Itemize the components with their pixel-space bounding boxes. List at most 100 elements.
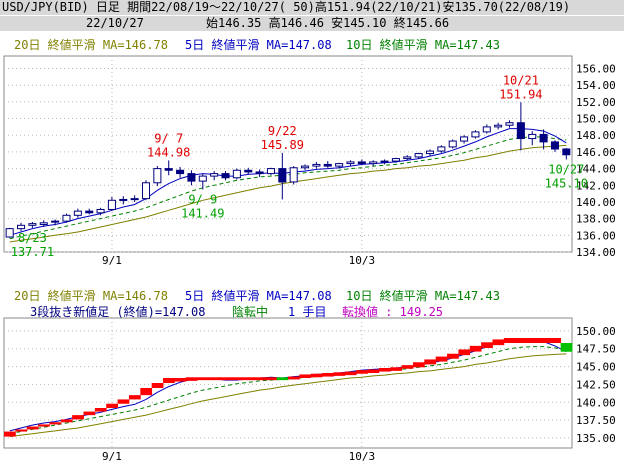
candle-body [380, 160, 389, 163]
brick [333, 372, 346, 376]
sanpon-label: 3段抜き新値足 (終値)=147.08 [30, 304, 205, 319]
legend-top-ma20: 20日 終値平滑 MA=146.78 [14, 37, 168, 52]
brick [219, 377, 232, 381]
y-tick-label: 135.00 [576, 432, 616, 445]
ma20-line [9, 353, 567, 438]
y-tick-label: 154.00 [576, 79, 616, 92]
candle-body [278, 168, 287, 183]
candle-body [460, 136, 469, 142]
brick [378, 368, 391, 372]
brick [526, 338, 539, 343]
annotation-value: 145.10 [545, 176, 588, 190]
y-tick-label: 142.50 [576, 378, 616, 391]
annotation-date: 9/ 9 [188, 193, 217, 207]
plot-frame [3, 317, 573, 449]
sanpon-step: 1 手目 [288, 305, 326, 319]
sanpon-reversal: 転換値 : 149.25 [342, 304, 443, 319]
chart-header: USD/JPY(BID) 日足 期間22/08/19～22/10/27( 50)… [0, 0, 624, 15]
annotation-value: 144.98 [147, 145, 190, 159]
y-tick-label: 144.00 [576, 163, 616, 176]
candle-body [176, 169, 185, 175]
y-tick-label: 147.50 [576, 343, 616, 356]
brick [140, 388, 153, 396]
candle-body [187, 173, 196, 182]
candle-body [85, 210, 94, 214]
candle-body [505, 122, 514, 126]
brick [265, 377, 278, 381]
x-tick-label: 9/1 [102, 254, 122, 267]
legend-top-ma10: 10日 終値平滑 MA=147.43 [346, 37, 500, 52]
y-tick-label: 140.00 [576, 196, 616, 209]
brick [458, 349, 471, 356]
candle-body [539, 133, 548, 143]
x-tick-label: 10/3 [349, 450, 376, 463]
brick [549, 338, 562, 343]
brick [401, 365, 414, 369]
brick [151, 383, 164, 388]
candle-body [130, 198, 139, 201]
candle-body [562, 148, 571, 156]
candle-body [528, 133, 537, 140]
brick [492, 339, 505, 346]
y-tick-label: 138.00 [576, 213, 616, 226]
y-tick-label: 140.00 [576, 396, 616, 409]
candlestick-panel: 134.00 136.00 138.00 140.00 142.00 144.00 146.… [3, 55, 616, 267]
brick [412, 362, 425, 368]
candle-body [51, 220, 60, 223]
brick [106, 403, 118, 408]
legend-top-ma5: 5日 終値平滑 MA=147.08 [185, 37, 332, 52]
x-tick-label: 10/3 [349, 254, 376, 267]
candle-body [494, 124, 503, 128]
candle-body [153, 168, 162, 184]
y-tick-label: 134.00 [576, 246, 616, 259]
brick [15, 429, 28, 432]
chart-header-2: 22/10/27 始146.35 高146.46 安145.10 終145.66 [0, 16, 624, 31]
brick [560, 343, 573, 352]
brick [128, 395, 141, 400]
y-tick-label: 156.00 [576, 63, 616, 76]
brick [276, 377, 289, 381]
annotation-date: 8/23 [18, 231, 47, 245]
candle-body [289, 167, 298, 183]
brick [299, 374, 312, 378]
candle-body [312, 163, 321, 167]
annotation-value: 141.49 [181, 207, 224, 221]
annotation-value: 151.94 [499, 87, 542, 101]
candle-body [62, 214, 71, 222]
candle-body [357, 161, 366, 165]
candle-body [414, 153, 423, 158]
brick [537, 338, 550, 343]
brick [390, 367, 402, 371]
candle-body [28, 223, 37, 226]
brick [208, 377, 221, 381]
candle-body [255, 171, 264, 175]
candle-body [403, 156, 412, 160]
candle-body [73, 210, 82, 216]
x-tick-label: 9/1 [102, 450, 122, 463]
annotation-date: 9/22 [268, 124, 297, 138]
candle-body [221, 173, 230, 179]
candle-body [232, 169, 241, 179]
legend-bottom-ma20: 20日 終値平滑 MA=146.78 [14, 288, 168, 303]
brick [72, 415, 84, 420]
y-tick-label: 145.00 [576, 361, 616, 374]
candle-body [482, 126, 491, 133]
annotation-date: 10/21 [503, 73, 539, 87]
candle-body [369, 161, 378, 165]
y-tick-label: 136.00 [576, 229, 616, 242]
brick [356, 370, 368, 374]
y-tick-label: 146.00 [576, 146, 616, 159]
brick [435, 356, 448, 362]
legend-bottom-ma5: 5日 終値平滑 MA=147.08 [185, 288, 332, 303]
brick [94, 408, 107, 412]
candle-body [107, 199, 116, 210]
y-tick-label: 150.00 [576, 113, 616, 126]
candle-body [119, 198, 128, 201]
candle-body [335, 163, 344, 167]
legend-bottom-ma10: 10日 終値平滑 MA=147.43 [346, 288, 500, 303]
brick [83, 411, 96, 416]
y-tick-label: 137.50 [576, 414, 616, 427]
y-tick-label: 142.00 [576, 179, 616, 192]
brick [185, 377, 198, 381]
